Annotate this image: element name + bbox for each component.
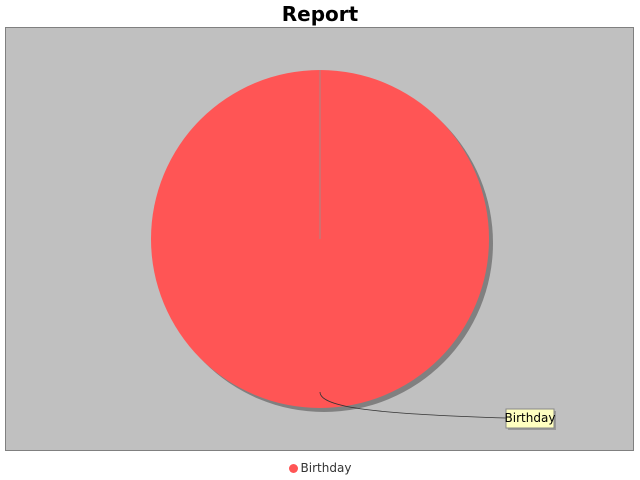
legend-label-birthday: Birthday [300,461,352,475]
pie-labels: Birthday [319,391,556,430]
legend: Birthday [0,459,640,477]
pie-slices [151,70,493,412]
slice-label-text: Birthday [505,411,556,425]
slice-label-box [505,408,555,429]
chart-title: Report [281,2,359,26]
label-leader-line [319,391,507,419]
legend-item: Birthday [288,461,352,475]
legend-swatch-birthday [288,463,298,473]
